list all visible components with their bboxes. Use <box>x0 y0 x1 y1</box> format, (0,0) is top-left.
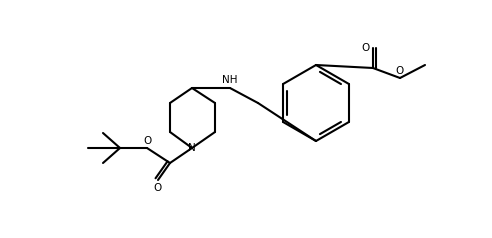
Text: O: O <box>143 136 151 146</box>
Text: N: N <box>188 143 196 153</box>
Text: O: O <box>362 43 370 53</box>
Text: NH: NH <box>222 75 238 85</box>
Text: O: O <box>396 66 404 76</box>
Text: O: O <box>154 183 162 193</box>
